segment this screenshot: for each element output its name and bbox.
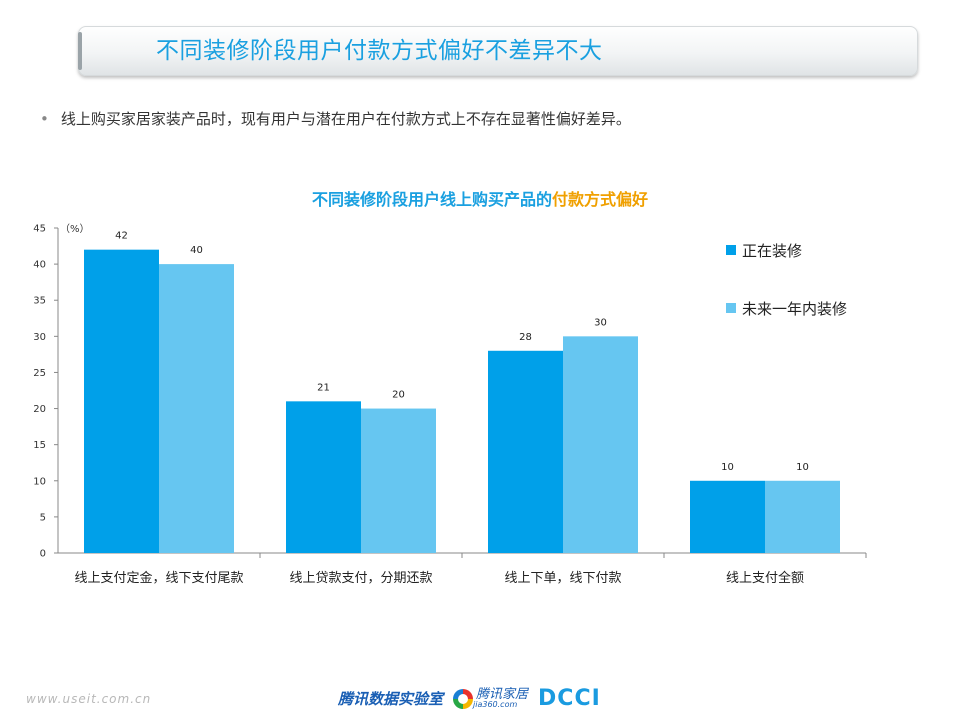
y-tick-label: 25 [33, 368, 46, 379]
bar-data-label: 10 [796, 462, 809, 473]
y-unit-label: （%） [60, 223, 90, 235]
legend-label-series-2: 未来一年内装修 [742, 299, 848, 318]
bar-data-label: 20 [392, 390, 405, 401]
bar-series-2 [563, 336, 638, 553]
bar-series-2 [159, 264, 234, 553]
footer-logos: 腾讯数据实验室 腾讯家居 jia360.com DCCI [338, 686, 601, 711]
y-tick-label: 30 [33, 332, 46, 343]
bar-series-1 [84, 249, 159, 553]
x-category-label: 线上下单，线下付款 [504, 571, 621, 586]
legend-item-series-1: 正在装修 [726, 240, 847, 260]
chart-title-part-2: 付款方式偏好 [552, 190, 649, 209]
bar-series-2 [765, 480, 840, 553]
chart-legend: 正在装修 未来一年内装修 [726, 240, 847, 356]
y-tick-label: 20 [33, 404, 46, 415]
bar-data-label: 10 [721, 462, 734, 473]
tencent-home-logo-subtext: jia360.com [473, 700, 518, 709]
chart-title-part-1: 不同装修阶段用户线上购买产品的 [311, 190, 552, 209]
bar-series-1 [488, 350, 563, 553]
bar-data-label: 30 [594, 317, 607, 328]
title-bar: 不同装修阶段用户付款方式偏好不差异不大 [78, 26, 918, 76]
legend-item-series-2: 未来一年内装修 [726, 298, 847, 318]
legend-swatch-series-2 [726, 303, 736, 313]
tencent-home-logo-icon [453, 688, 474, 709]
summary-text: 线上购买家居家装产品时，现有用户与潜在用户在付款方式上不存在显著性偏好差异。 [60, 110, 631, 128]
bullet-dot: • [40, 110, 49, 128]
bar-series-1 [690, 480, 765, 553]
tencent-home-logo: 腾讯家居 jia360.com [453, 688, 528, 709]
bar-data-label: 40 [190, 245, 203, 256]
y-tick-label: 15 [33, 440, 46, 451]
y-tick-label: 40 [33, 260, 46, 271]
page-title: 不同装修阶段用户付款方式偏好不差异不大 [156, 38, 603, 64]
footer-watermark: www.useit.com.cn [26, 692, 152, 706]
bar-series-1 [286, 401, 361, 553]
tencent-data-lab-logo: 腾讯数据实验室 [338, 690, 444, 708]
legend-label-series-1: 正在装修 [742, 241, 803, 260]
y-tick-label: 5 [40, 512, 46, 523]
x-category-label: 线上支付定金，线下支付尾款 [74, 570, 243, 586]
dcci-logo: DCCI [538, 686, 601, 711]
y-tick-label: 10 [33, 476, 46, 487]
y-tick-label: 0 [40, 549, 46, 560]
bar-data-label: 28 [519, 332, 532, 343]
x-category-label: 线上贷款支付，分期还款 [289, 571, 432, 586]
bar-series-2 [361, 408, 436, 553]
chart-title: 不同装修阶段用户线上购买产品的付款方式偏好 [0, 186, 960, 210]
y-tick-label: 35 [33, 296, 46, 307]
summary-bullet: • 线上购买家居家装产品时，现有用户与潜在用户在付款方式上不存在显著性偏好差异。 [40, 108, 631, 129]
y-tick-label: 45 [33, 224, 46, 235]
bar-data-label: 21 [317, 382, 330, 393]
legend-swatch-series-1 [726, 245, 736, 255]
tencent-home-logo-text: 腾讯家居 [476, 687, 529, 702]
x-category-label: 线上支付全额 [726, 570, 804, 586]
bar-data-label: 42 [115, 231, 128, 242]
